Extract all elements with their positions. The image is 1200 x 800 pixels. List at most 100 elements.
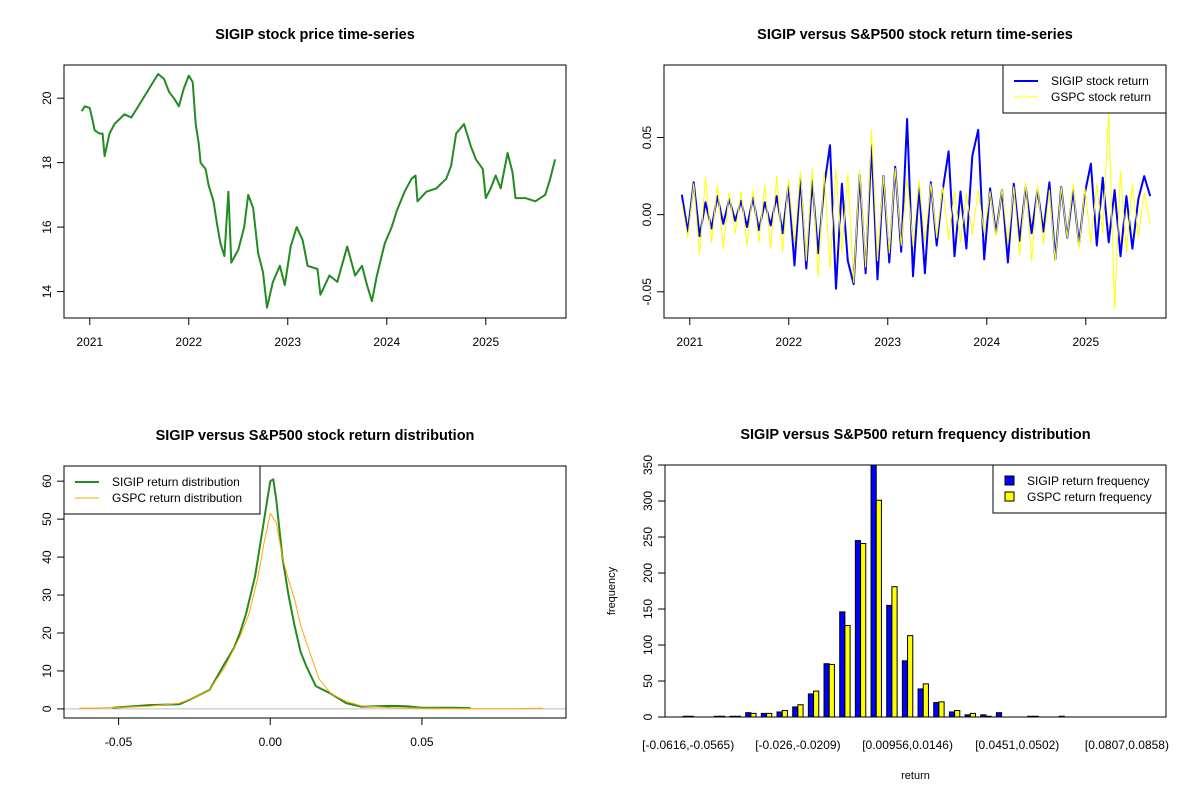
bar-gspc xyxy=(844,625,851,718)
x-tick-label: 2025 xyxy=(1072,335,1099,349)
bar-gspc xyxy=(750,712,757,718)
y-tick-label: 30 xyxy=(40,588,54,602)
bar-gspc xyxy=(828,663,835,718)
bar-sigip xyxy=(760,712,768,718)
bar-sigip xyxy=(745,712,752,718)
plot-frame xyxy=(63,64,567,319)
series-line-sigip-stock-return xyxy=(680,118,1152,290)
y-tick-label: 10 xyxy=(40,664,54,678)
x-tick-label: 2025 xyxy=(472,335,499,349)
y-axis-title: frequency xyxy=(606,566,618,615)
bar-gspc xyxy=(907,635,914,718)
plot-frame xyxy=(63,465,567,719)
chart-panel-1: SIGIP stock price time-series 14 16 18 20 202… xyxy=(40,27,567,349)
bar-sigip xyxy=(933,702,940,718)
x-tick-label: 2024 xyxy=(373,335,400,349)
y-tick-label: 40 xyxy=(40,550,54,564)
x-tick-label: 2022 xyxy=(175,335,202,349)
x-axis-title: return xyxy=(901,770,930,782)
legend-label: GSPC return frequency xyxy=(1027,490,1152,504)
bar-gspc xyxy=(875,499,882,718)
x-tick-label: -0.05 xyxy=(105,735,133,749)
series-line-gspc-return-distribution xyxy=(79,512,544,710)
x-tick-label: [0.0807,0.0858) xyxy=(1085,738,1169,752)
series-line-gspc-stock-return xyxy=(681,112,1151,310)
bar-sigip xyxy=(792,706,799,718)
bar-gspc xyxy=(860,542,867,718)
chart-title: SIGIP versus S&P500 return frequency dis… xyxy=(740,427,1090,443)
bar-gspc xyxy=(969,712,976,718)
x-tick-label: [-0.026,-0.0209) xyxy=(755,738,840,752)
series-line-sigip-price xyxy=(80,73,557,309)
y-tick-label: 20 xyxy=(40,626,54,640)
y-tick-label: 300 xyxy=(641,491,655,511)
chart-title: SIGIP stock price time-series xyxy=(215,27,415,43)
bar-sigip xyxy=(776,711,783,718)
bar-sigip xyxy=(839,611,846,718)
bar-sigip xyxy=(823,663,830,718)
legend-box xyxy=(63,465,261,515)
y-tick-label: 0.00 xyxy=(640,203,654,227)
legend: SIGIP return frequency GSPC return freque… xyxy=(992,464,1167,514)
chart-panel-2: SIGIP versus S&P500 stock return time-se… xyxy=(640,27,1167,349)
y-tick-label: 150 xyxy=(641,599,655,619)
plot-frame xyxy=(663,64,1167,319)
bar-gspc xyxy=(938,701,945,718)
bar-sigip xyxy=(995,712,1003,718)
x-tick-label: 2022 xyxy=(775,335,802,349)
bar-sigip xyxy=(948,711,956,718)
x-tick-label: [-0.0616,-0.0565) xyxy=(642,738,734,752)
legend: SIGIP stock return GSPC stock return xyxy=(1002,64,1167,114)
plot-area xyxy=(80,73,557,309)
y-tick-label: 0 xyxy=(40,705,54,712)
y-tick-label: 200 xyxy=(641,563,655,583)
y-tick-label: 14 xyxy=(40,285,54,299)
y-tick-label: 18 xyxy=(40,156,54,170)
chart-title: SIGIP versus S&P500 stock return time-se… xyxy=(757,27,1073,43)
x-tick-label: [0.00956,0.0146) xyxy=(862,738,953,752)
x-tick-label: 2024 xyxy=(973,335,1000,349)
bar-gspc xyxy=(766,712,773,718)
x-tick-label: 0.00 xyxy=(259,735,283,749)
legend: SIGIP return distribution GSPC return dis… xyxy=(63,465,261,515)
y-tick-label: 100 xyxy=(641,635,655,655)
y-tick-label: 20 xyxy=(40,91,54,105)
x-tick-label: 2023 xyxy=(874,335,901,349)
bar-sigip xyxy=(917,688,924,718)
x-tick-label: 2023 xyxy=(274,335,301,349)
y-tick-label: -0.05 xyxy=(640,278,654,306)
bar-sigip xyxy=(886,604,893,718)
bar-gspc xyxy=(813,690,820,718)
legend-box xyxy=(1002,64,1167,114)
x-tick-label: [0.0451,0.0502) xyxy=(975,738,1059,752)
y-tick-label: 350 xyxy=(641,455,655,475)
bar-gspc xyxy=(781,710,788,718)
legend-label: SIGIP stock return xyxy=(1051,74,1149,88)
legend-label: GSPC stock return xyxy=(1051,90,1151,104)
chart-title: SIGIP versus S&P500 stock return distrib… xyxy=(156,428,475,444)
y-tick-label: 0 xyxy=(641,713,655,720)
bar-sigip xyxy=(870,464,877,718)
y-tick-label: 250 xyxy=(641,527,655,547)
legend-swatch xyxy=(1004,475,1015,486)
y-tick-label: 16 xyxy=(40,220,54,234)
legend-label: SIGIP return distribution xyxy=(112,475,240,489)
bar-gspc xyxy=(922,683,929,718)
bar-gspc xyxy=(954,710,961,718)
bar-gspc xyxy=(891,586,898,718)
plot-frame xyxy=(664,464,1167,718)
y-tick-label: 50 xyxy=(40,512,54,526)
legend-swatch xyxy=(1004,491,1015,502)
y-tick-label: 50 xyxy=(641,674,655,688)
y-tick-label: 0.05 xyxy=(640,126,654,150)
bar-sigip xyxy=(901,660,909,718)
chart-panel-4: SIGIP versus S&P500 return frequency dis… xyxy=(606,427,1169,782)
legend-label: SIGIP return frequency xyxy=(1027,474,1150,488)
legend-box xyxy=(992,464,1167,514)
legend-label: GSPC return distribution xyxy=(112,491,242,505)
x-tick-label: 2021 xyxy=(76,335,103,349)
bar-sigip xyxy=(807,693,815,718)
bar-sigip xyxy=(854,540,862,718)
x-tick-label: 0.05 xyxy=(410,735,434,749)
